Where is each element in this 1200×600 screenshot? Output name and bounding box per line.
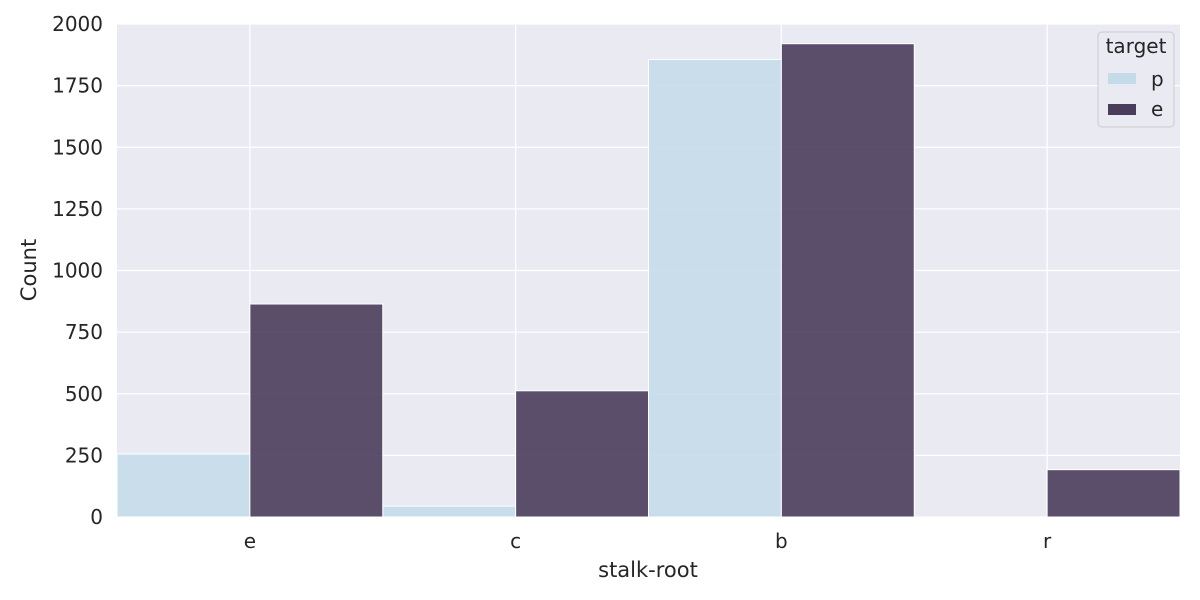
x-axis-label: stalk-root — [598, 558, 698, 582]
y-tick-label-1500: 1500 — [52, 135, 103, 159]
bars — [116, 43, 1181, 518]
bar-p-e — [116, 453, 251, 518]
y-tick-labels: 0 250 500 750 1000 1250 1500 1750 2000 — [52, 12, 103, 529]
y-tick-label-1750: 1750 — [52, 74, 103, 98]
legend-swatch-e — [1108, 104, 1136, 115]
legend-label-p: p — [1151, 67, 1164, 91]
x-tick-label-c: c — [510, 529, 521, 553]
x-tick-label-r: r — [1043, 529, 1052, 553]
y-axis-label: Count — [17, 239, 41, 301]
bar-e-c — [515, 390, 649, 518]
y-tick-label-500: 500 — [65, 382, 103, 406]
y-tick-label-2000: 2000 — [52, 12, 103, 36]
bar-e-e — [249, 303, 384, 518]
y-tick-label-1000: 1000 — [52, 259, 103, 283]
legend-label-e: e — [1151, 97, 1163, 121]
bar-e-r — [1046, 469, 1181, 518]
bar-e-b — [780, 43, 915, 518]
y-tick-label-0: 0 — [90, 505, 103, 529]
x-tick-label-e: e — [244, 529, 256, 553]
y-tick-label-250: 250 — [65, 443, 103, 467]
legend-swatch-p — [1108, 73, 1136, 84]
y-tick-label-750: 750 — [65, 320, 103, 344]
legend-title: target — [1106, 34, 1167, 58]
x-tick-label-b: b — [775, 529, 788, 553]
y-tick-label-1250: 1250 — [52, 197, 103, 221]
bar-p-c — [382, 505, 517, 518]
bar-p-b — [648, 58, 782, 518]
legend: target p e — [1097, 31, 1175, 128]
